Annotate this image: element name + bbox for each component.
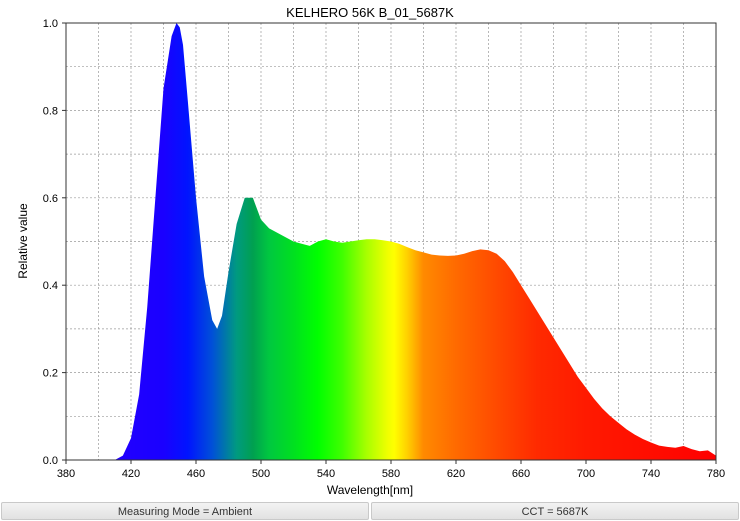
y-tick-label: 0.2 — [43, 368, 58, 380]
y-axis-ticks: 0.0 0.2 0.4 0.6 0.8 1.0 — [43, 18, 66, 467]
x-axis-ticks: 380 420 460 500 540 580 620 660 700 740 780 — [57, 460, 725, 480]
y-tick-label: 1.0 — [43, 18, 58, 30]
x-tick-label: 620 — [447, 468, 465, 480]
y-tick-label: 0.6 — [43, 193, 58, 205]
y-tick-label: 0.4 — [43, 280, 58, 292]
x-axis-label: Wavelength[nm] — [327, 483, 413, 497]
x-tick-label: 420 — [122, 468, 140, 480]
y-tick-label: 0.0 — [43, 455, 58, 467]
cct-field: CCT = 5687K — [371, 502, 739, 520]
y-tick-label: 0.8 — [43, 105, 58, 117]
x-tick-label: 780 — [707, 468, 725, 480]
x-tick-label: 700 — [577, 468, 595, 480]
measuring-mode-field: Measuring Mode = Ambient — [1, 502, 369, 520]
x-tick-label: 540 — [317, 468, 335, 480]
y-axis-label: Relative value — [16, 203, 30, 279]
x-tick-label: 460 — [187, 468, 205, 480]
x-tick-label: 740 — [642, 468, 660, 480]
x-tick-label: 660 — [512, 468, 530, 480]
chart-title: KELHERO 56K B_01_5687K — [286, 5, 454, 20]
status-bar: Measuring Mode = Ambient CCT = 5687K — [0, 501, 740, 521]
x-tick-label: 500 — [252, 468, 270, 480]
x-tick-label: 580 — [382, 468, 400, 480]
spectrum-chart: KELHERO 56K B_01_5687K 380 420 460 500 540 58… — [16, 5, 725, 497]
spectrum-area — [114, 23, 716, 460]
x-tick-label: 380 — [57, 468, 75, 480]
